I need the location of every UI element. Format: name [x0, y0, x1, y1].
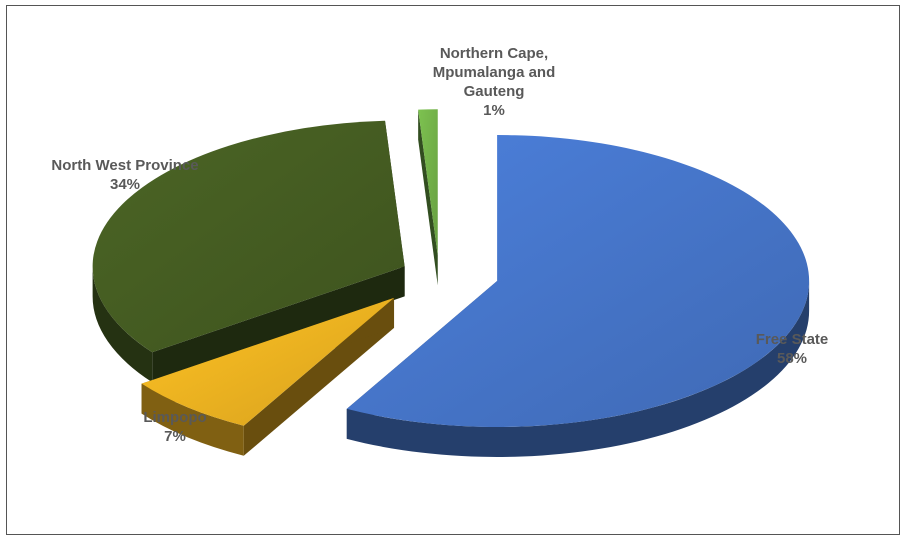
slice-top [346, 134, 810, 427]
slice-name-line: Gauteng [463, 83, 525, 100]
slice-name: Limpopo [143, 409, 207, 426]
slice-rim [141, 383, 244, 456]
pie-slice-limpopo [141, 297, 395, 456]
slice-cut-face [152, 266, 405, 383]
slice-label-limpopo: Limpopo 7% [135, 408, 215, 446]
slice-name: Free State [755, 331, 829, 348]
slice-label-northern-cape: Northern Cape, Mpumalanga and Gauteng 1% [419, 44, 569, 120]
slice-name: North West Province [51, 157, 199, 174]
slice-percent: 58% [776, 350, 808, 367]
pie-slice-north-west-province [92, 120, 405, 383]
slice-percent: 1% [483, 102, 505, 119]
slice-cut-face [418, 109, 438, 286]
chart-frame: Northern Cape, Mpumalanga and Gauteng 1%… [6, 5, 900, 535]
slice-name-line: Northern Cape, [439, 45, 549, 62]
slice-top [141, 297, 395, 426]
pie-slice-northern-cape-mpumalanga-and-gauteng [418, 109, 438, 286]
slice-rim [92, 266, 153, 383]
slice-label-north-west: North West Province 34% [35, 156, 215, 194]
slice-percent: 7% [164, 428, 186, 445]
slice-top [418, 109, 438, 256]
pie-chart [92, 109, 810, 457]
pie-slice-free-state [346, 134, 810, 457]
slice-percent: 34% [109, 176, 141, 193]
slice-label-free-state: Free State 58% [742, 330, 842, 368]
slice-rim [346, 280, 810, 457]
slice-name-line: Mpumalanga and [432, 64, 556, 81]
slice-top [92, 120, 405, 353]
